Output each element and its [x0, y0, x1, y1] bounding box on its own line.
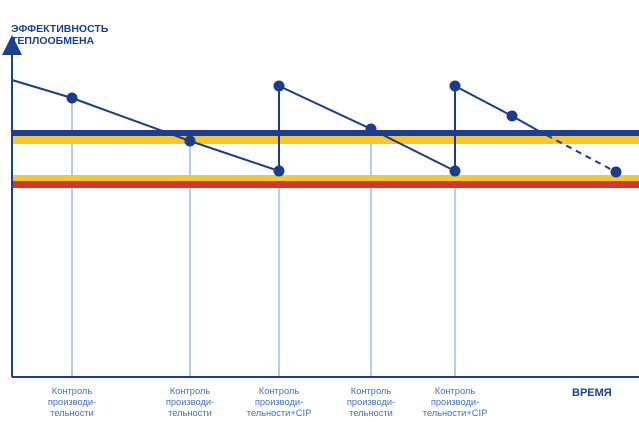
check-label-3-line-2: производи- — [254, 397, 304, 407]
check-label-2: Контроль производи- тельности — [140, 386, 240, 419]
data-point-4 — [273, 80, 285, 92]
data-point-7 — [449, 80, 461, 92]
data-point-3 — [273, 165, 285, 177]
upper-threshold-navy-line — [12, 130, 639, 136]
data-point-1 — [66, 92, 78, 104]
check-label-1-line-3: тельности — [50, 408, 94, 418]
data-point-6 — [449, 165, 461, 177]
check-label-3-line-1: Контроль — [258, 386, 300, 396]
check-label-1-line-2: производи- — [47, 397, 97, 407]
data-point-5 — [365, 123, 377, 135]
check-label-3-line-3: тельности+CIP — [246, 408, 312, 418]
efficiency-degradation-curve — [11, 79, 538, 172]
y-axis-title-line-1: ЭФФЕКТИВНОСТЬ — [11, 23, 109, 35]
y-axis-title: ЭФФЕКТИВНОСТЬ ТЕПЛООБМЕНА — [11, 23, 108, 47]
lower-threshold-yellow-band — [12, 175, 639, 181]
check-label-4-line-1: Контроль — [350, 386, 392, 396]
check-label-5-line-3: тельности+CIP — [422, 408, 488, 418]
check-label-4: Контроль производи- тельности — [321, 386, 421, 419]
data-point-2 — [184, 135, 196, 147]
check-label-4-line-2: производи- — [346, 397, 396, 407]
check-label-1-line-1: Контроль — [51, 386, 93, 396]
data-point-8 — [506, 110, 518, 122]
check-label-2-line-2: производи- — [165, 397, 215, 407]
upper-threshold-yellow-band — [12, 136, 639, 144]
y-axis-title-line-2: ТЕПЛООБМЕНА — [11, 35, 95, 47]
check-label-1: Контроль производи- тельности — [22, 386, 122, 419]
check-label-5-line-2: производи- — [430, 397, 480, 407]
lower-threshold-red-line — [12, 181, 639, 188]
check-label-3: Контроль производи- тельности+CIP — [229, 386, 329, 419]
x-axis-title: ВРЕМЯ — [572, 387, 612, 399]
check-label-2-line-3: тельности — [168, 408, 212, 418]
check-label-5: Контроль производи- тельности+CIP — [405, 386, 505, 419]
data-point-9 — [610, 166, 622, 178]
check-label-5-line-1: Контроль — [434, 386, 476, 396]
projected-efficiency-dashed-line — [536, 129, 617, 173]
check-label-2-line-1: Контроль — [169, 386, 211, 396]
check-label-4-line-3: тельности — [349, 408, 393, 418]
